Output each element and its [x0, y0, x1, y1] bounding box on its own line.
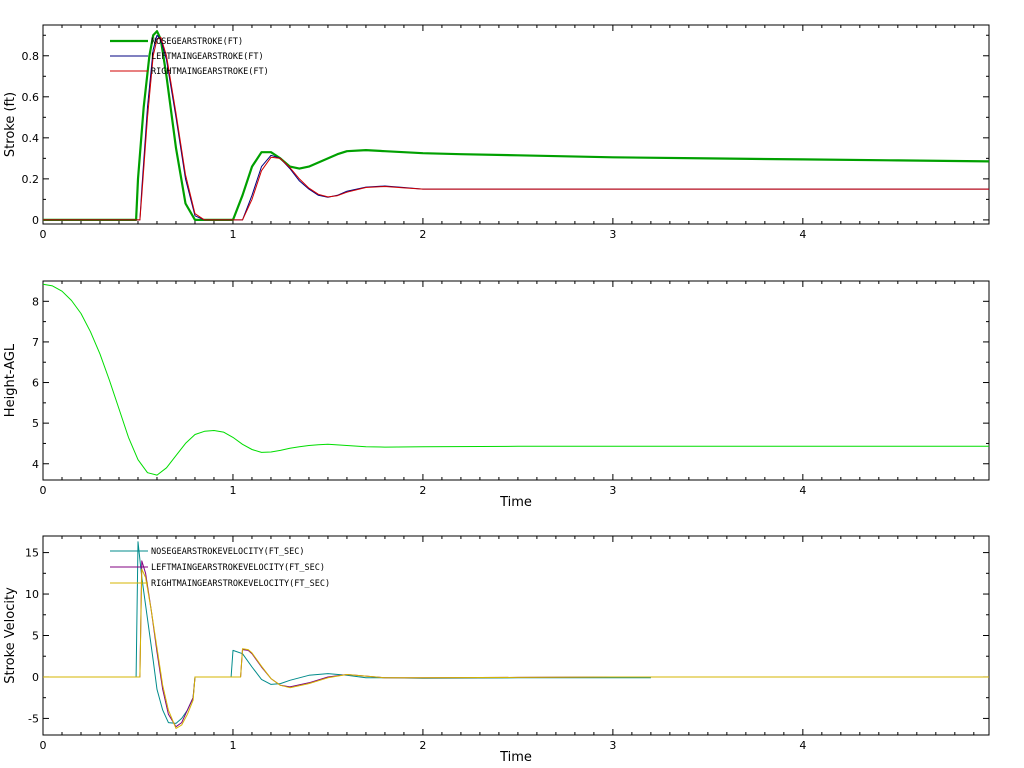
legend-label: RIGHTMAINGEARSTROKE(FT): [151, 67, 269, 77]
series-line-1: [42, 283, 989, 476]
y-tick-label: 5: [32, 417, 39, 430]
series-line-2: [43, 34, 989, 221]
x-tick-label: 0: [40, 739, 47, 752]
plot-frame: [42, 280, 990, 481]
y-axis-label: Height-AGL: [3, 343, 18, 417]
x-tick-label: 2: [419, 739, 426, 752]
chart-panel-1: 0 1 2 3 4 0 0.2 0.4 0.6 0.8 Stroke (ft) NOSEGEARSTR…: [3, 24, 990, 241]
legend-label: LEFTMAINGEARSTROKE(FT): [151, 52, 264, 62]
x-tick-label: 3: [609, 228, 616, 241]
y-tick-label: 6: [32, 377, 39, 390]
series-line-3: [43, 568, 989, 729]
plot-frame: [42, 24, 990, 225]
y-axis-label: Stroke Velocity: [3, 587, 18, 684]
x-tick-label: 1: [229, 228, 236, 241]
series-line-3: [43, 36, 989, 221]
legend-label: LEFTMAINGEARSTROKEVELOCITY(FT_SEC): [151, 563, 325, 573]
x-tick-label: 4: [799, 484, 806, 497]
y-tick-label: 0.6: [22, 91, 40, 104]
y-tick-label: 0.2: [22, 173, 40, 186]
y-tick-label: 0: [32, 214, 39, 227]
y-tick-label: 8: [32, 295, 39, 308]
y-tick-label: 0: [32, 671, 39, 684]
legend-label: NOSEGEARSTROKEVELOCITY(FT_SEC): [151, 547, 305, 557]
series-line-1: [43, 541, 651, 724]
x-tick-label: 4: [799, 739, 806, 752]
x-axis-label: Time: [499, 750, 532, 765]
series-line-1: [43, 30, 990, 221]
chart-panel-2: 0 1 2 3 4 4 5 6 7 8 Height-AGL Time: [3, 280, 990, 510]
x-tick-label: 0: [40, 228, 47, 241]
x-tick-label: 2: [419, 228, 426, 241]
y-axis-label: Stroke (ft): [3, 92, 18, 157]
legend: NOSEGEARSTROKEVELOCITY(FT_SEC) LEFTMAINGE…: [110, 547, 330, 589]
x-tick-label: 1: [229, 484, 236, 497]
y-tick-label: -5: [28, 712, 39, 725]
x-tick-label: 2: [419, 484, 426, 497]
x-tick-label: 0: [40, 484, 47, 497]
y-tick-label: 4: [32, 458, 39, 471]
x-tick-label: 3: [609, 484, 616, 497]
legend-label: RIGHTMAINGEARSTROKEVELOCITY(FT_SEC): [151, 579, 330, 589]
legend: NOSEGEARSTROKE(FT) LEFTMAINGEARSTROKE(FT)…: [110, 37, 269, 77]
x-tick-label: 4: [799, 228, 806, 241]
y-tick-label: 0.4: [22, 132, 40, 145]
y-tick-label: 10: [25, 588, 39, 601]
y-tick-label: 7: [32, 336, 39, 349]
chart-panel-3: 0 1 2 3 4 -5 0 5 10 15 Stroke Velocity Time NOSEGEAR…: [3, 535, 990, 765]
x-tick-label: 3: [609, 739, 616, 752]
x-axis-label: Time: [499, 495, 532, 510]
y-tick-label: 15: [25, 547, 39, 560]
x-tick-label: 1: [229, 739, 236, 752]
y-tick-label: 0.8: [22, 50, 40, 63]
legend-label: NOSEGEARSTROKE(FT): [151, 37, 243, 47]
y-tick-label: 5: [32, 630, 39, 643]
